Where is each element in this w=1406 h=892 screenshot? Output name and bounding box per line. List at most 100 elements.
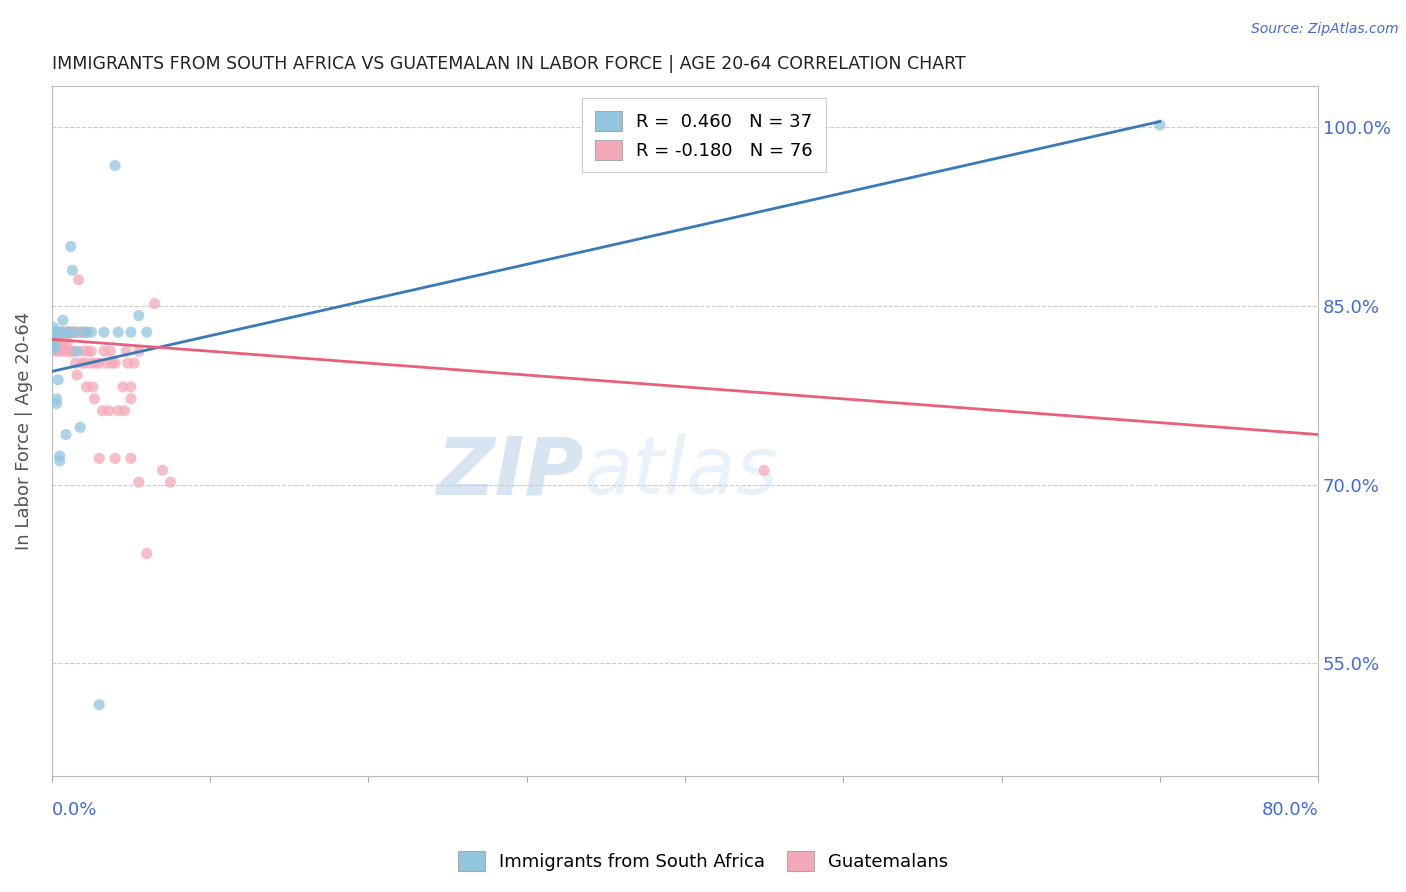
Point — [48, 454, 70, 468]
Y-axis label: In Labor Force | Age 20-64: In Labor Force | Age 20-64 — [15, 312, 32, 550]
Point — [55, 325, 77, 339]
Point — [56, 334, 79, 349]
Point — [42, 334, 65, 349]
Point — [72, 344, 94, 359]
Point — [143, 296, 166, 310]
Point — [45, 325, 67, 339]
Point — [67, 273, 90, 287]
Point — [44, 325, 66, 339]
Point — [42, 327, 65, 342]
Point — [63, 325, 86, 339]
Point — [89, 698, 111, 712]
Legend: Immigrants from South Africa, Guatemalans: Immigrants from South Africa, Guatemalan… — [450, 844, 956, 879]
Point — [42, 330, 65, 344]
Point — [59, 325, 82, 339]
Point — [76, 325, 98, 339]
Point — [66, 325, 89, 339]
Point — [63, 344, 86, 359]
Point — [752, 463, 775, 477]
Point — [65, 325, 87, 339]
Legend: R =  0.460   N = 37, R = -0.180   N = 76: R = 0.460 N = 37, R = -0.180 N = 76 — [582, 98, 825, 172]
Point — [59, 239, 82, 253]
Point — [1149, 118, 1171, 132]
Text: Source: ZipAtlas.com: Source: ZipAtlas.com — [1251, 22, 1399, 37]
Point — [80, 356, 103, 370]
Point — [44, 344, 66, 359]
Point — [59, 344, 82, 359]
Point — [91, 403, 114, 417]
Point — [159, 475, 181, 490]
Point — [53, 339, 76, 353]
Point — [128, 344, 150, 359]
Point — [115, 344, 138, 359]
Point — [52, 332, 75, 346]
Point — [56, 325, 79, 339]
Point — [51, 325, 73, 339]
Point — [114, 403, 136, 417]
Point — [45, 396, 67, 410]
Point — [53, 325, 76, 339]
Point — [48, 325, 70, 339]
Point — [152, 463, 174, 477]
Point — [98, 344, 121, 359]
Point — [44, 339, 66, 353]
Point — [41, 327, 63, 342]
Point — [41, 334, 63, 349]
Point — [46, 344, 69, 359]
Point — [69, 420, 91, 434]
Point — [101, 356, 124, 370]
Point — [70, 356, 93, 370]
Point — [60, 325, 83, 339]
Point — [58, 344, 80, 359]
Point — [45, 325, 67, 339]
Point — [42, 320, 65, 334]
Point — [51, 325, 73, 339]
Point — [104, 356, 127, 370]
Point — [45, 392, 67, 406]
Point — [44, 334, 66, 348]
Point — [76, 325, 98, 339]
Point — [66, 344, 89, 359]
Point — [128, 475, 150, 490]
Point — [42, 325, 65, 339]
Point — [52, 325, 75, 339]
Point — [93, 344, 115, 359]
Point — [46, 325, 69, 339]
Point — [128, 309, 150, 323]
Point — [44, 325, 66, 339]
Point — [42, 342, 65, 356]
Point — [111, 380, 134, 394]
Point — [104, 159, 127, 173]
Point — [58, 325, 80, 339]
Point — [120, 380, 142, 394]
Point — [72, 325, 94, 339]
Point — [122, 356, 145, 370]
Point — [135, 325, 157, 339]
Text: IMMIGRANTS FROM SOUTH AFRICA VS GUATEMALAN IN LABOR FORCE | AGE 20-64 CORRELATIO: IMMIGRANTS FROM SOUTH AFRICA VS GUATEMAL… — [52, 55, 966, 73]
Text: atlas: atlas — [583, 434, 779, 511]
Point — [41, 327, 63, 342]
Text: ZIP: ZIP — [436, 434, 583, 511]
Point — [46, 373, 69, 387]
Text: 0.0%: 0.0% — [52, 801, 97, 819]
Point — [84, 356, 107, 370]
Point — [52, 313, 75, 327]
Point — [89, 356, 111, 370]
Point — [93, 325, 115, 339]
Point — [120, 451, 142, 466]
Point — [65, 356, 87, 370]
Point — [104, 451, 127, 466]
Point — [120, 325, 142, 339]
Point — [48, 337, 70, 351]
Point — [80, 325, 103, 339]
Point — [56, 325, 79, 339]
Point — [58, 325, 80, 339]
Point — [107, 403, 129, 417]
Point — [97, 403, 120, 417]
Point — [42, 330, 65, 344]
Point — [89, 451, 111, 466]
Point — [55, 427, 77, 442]
Point — [96, 356, 118, 370]
Point — [77, 344, 100, 359]
Point — [69, 325, 91, 339]
